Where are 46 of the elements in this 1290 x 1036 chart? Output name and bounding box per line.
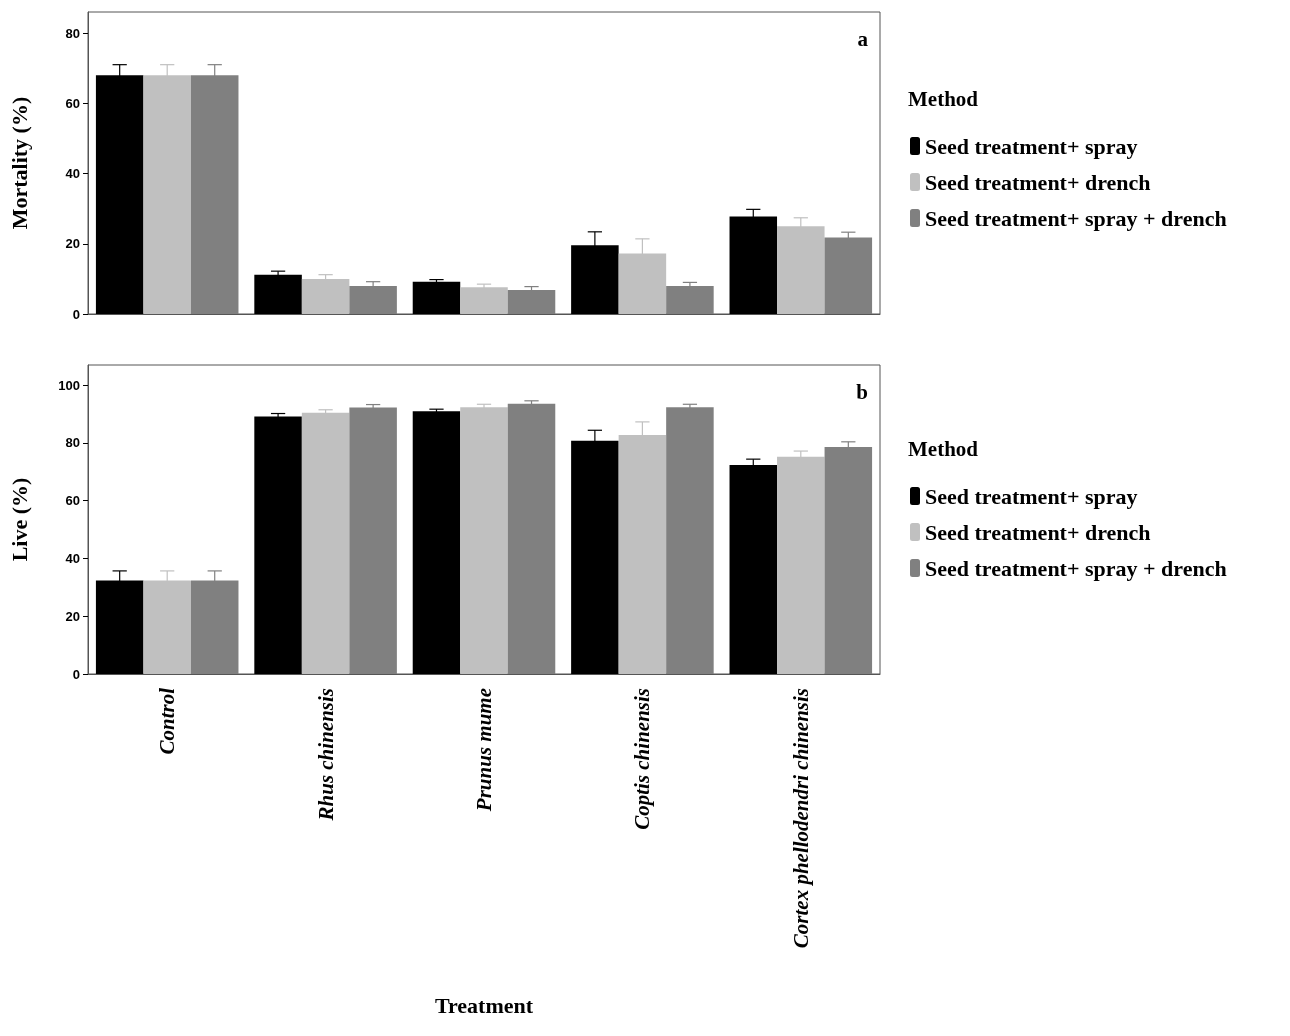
- y-tick-label: 60: [65, 493, 80, 509]
- x-tick-label: Prunus mume: [472, 688, 496, 813]
- bar: [460, 407, 508, 674]
- y-tick-label: 40: [65, 550, 80, 566]
- annotation: a: [857, 26, 869, 51]
- legend-label: Seed treatment+ spray: [925, 483, 1138, 509]
- bar: [460, 287, 508, 314]
- legend-label: Seed treatment+ drench: [925, 519, 1151, 545]
- legend-label: Seed treatment+ drench: [925, 169, 1151, 195]
- legend-title: Method: [908, 436, 979, 461]
- bar: [254, 274, 302, 314]
- x-tick-label: Coptis chinensis: [630, 688, 655, 830]
- y-tick-label: 80: [65, 435, 80, 451]
- legend-label: Seed treatment+ spray + drench: [925, 205, 1227, 231]
- y-tick-label: 20: [65, 608, 80, 624]
- bar: [349, 407, 397, 674]
- bar: [777, 456, 825, 674]
- bar: [507, 403, 556, 674]
- y-tick-label: 0: [72, 306, 80, 322]
- bar: [412, 411, 461, 674]
- y-axis-title: Mortality (%): [6, 96, 32, 230]
- legend-label: Seed treatment+ spray + drench: [925, 555, 1227, 581]
- bar: [666, 407, 714, 674]
- bar: [254, 416, 302, 674]
- bar: [729, 464, 778, 674]
- y-tick-label: 0: [72, 666, 80, 682]
- bar: [666, 285, 714, 314]
- y-tick-label: 20: [65, 236, 80, 252]
- x-axis-title: Treatment: [434, 992, 534, 1018]
- y-tick-label: 80: [65, 25, 80, 41]
- legend-label: Seed treatment+ spray: [925, 133, 1138, 159]
- bar: [507, 290, 556, 314]
- y-tick-label: 40: [65, 166, 80, 182]
- bar: [824, 237, 873, 314]
- annotation: b: [856, 379, 868, 404]
- y-tick-label: 100: [58, 377, 80, 393]
- x-tick-label: Control: [155, 687, 180, 755]
- bar: [301, 412, 350, 674]
- x-tick-label: Rhus chinensis: [313, 688, 338, 822]
- y-axis-title: Live (%): [6, 477, 32, 562]
- bar: [412, 281, 461, 314]
- bar: [301, 278, 350, 314]
- y-tick-label: 60: [65, 95, 80, 111]
- bar: [349, 285, 397, 314]
- x-tick-label: Cortex phellodendri chinensis: [788, 688, 813, 949]
- legend-title: Method: [908, 86, 979, 111]
